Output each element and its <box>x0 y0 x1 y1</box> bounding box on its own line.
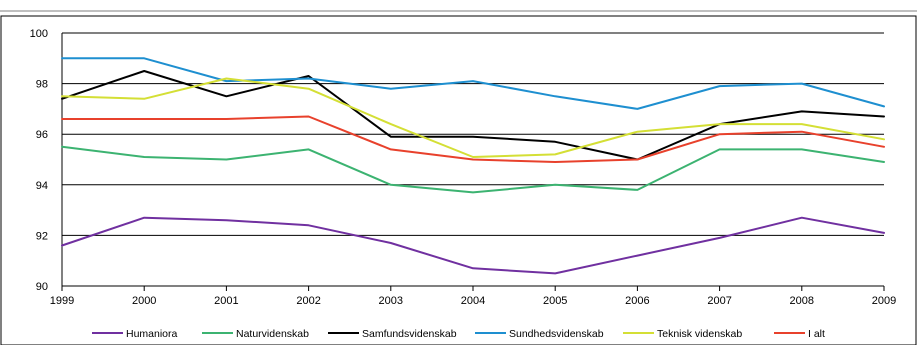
x-tick-label: 2005 <box>543 295 567 307</box>
legend-item: Teknisk videnskab <box>623 328 742 340</box>
x-tick-labels: 1999 2000 2001 2002 2003 2004 2005 2006 2007 2008… <box>50 295 896 307</box>
series-line-teknisk-videnskab <box>61 77 885 158</box>
legend-item: Samfundsvidenskab <box>328 328 457 340</box>
x-tick-label: 2003 <box>379 295 403 307</box>
x-tick-label: 2009 <box>872 295 896 307</box>
legend-label: Naturvidenskab <box>236 328 309 340</box>
legend-item: I alt <box>774 328 825 340</box>
x-tick-label: 2007 <box>707 295 731 307</box>
legend-label: Teknisk videnskab <box>657 328 742 340</box>
legend-item: Naturvidenskab <box>202 328 309 340</box>
x-tick-label: 2008 <box>790 295 814 307</box>
y-tick-label: 92 <box>36 230 48 242</box>
y-tick-label: 100 <box>30 28 48 40</box>
header-strip <box>0 0 917 12</box>
axes <box>61 33 885 291</box>
data-series <box>61 57 885 275</box>
x-tick-label: 2002 <box>296 295 320 307</box>
x-tick-label: 2004 <box>461 295 485 307</box>
legend-item: Humaniora <box>92 328 178 340</box>
series-line-humaniora <box>61 216 885 275</box>
legend-label: Samfundsvidenskab <box>362 328 457 340</box>
x-tick-label: 2006 <box>625 295 649 307</box>
legend: Humaniora Naturvidenskab Samfundsvidenskab… <box>92 328 825 340</box>
series-line-samfundsvidenskab <box>61 70 885 161</box>
y-tick-label: 96 <box>36 129 48 141</box>
gridlines <box>62 32 884 236</box>
legend-item: Sundhedsvidenskab <box>475 328 604 340</box>
legend-label: I alt <box>808 328 825 340</box>
y-tick-label: 90 <box>36 281 48 293</box>
legend-label: Humaniora <box>126 328 178 340</box>
y-tick-label: 98 <box>36 79 48 91</box>
x-tick-label: 1999 <box>50 295 74 307</box>
y-tick-label: 94 <box>36 180 48 192</box>
x-tick-label: 2000 <box>132 295 156 307</box>
y-tick-labels: 90 92 94 96 98 100 <box>30 28 48 293</box>
series-line-naturvidenskab <box>61 145 885 194</box>
series-line-sundhedsvidenskab <box>61 57 885 110</box>
x-tick-label: 2001 <box>214 295 238 307</box>
legend-label: Sundhedsvidenskab <box>509 328 604 340</box>
chart-border <box>0 15 917 345</box>
series-line-i-alt <box>61 115 885 163</box>
